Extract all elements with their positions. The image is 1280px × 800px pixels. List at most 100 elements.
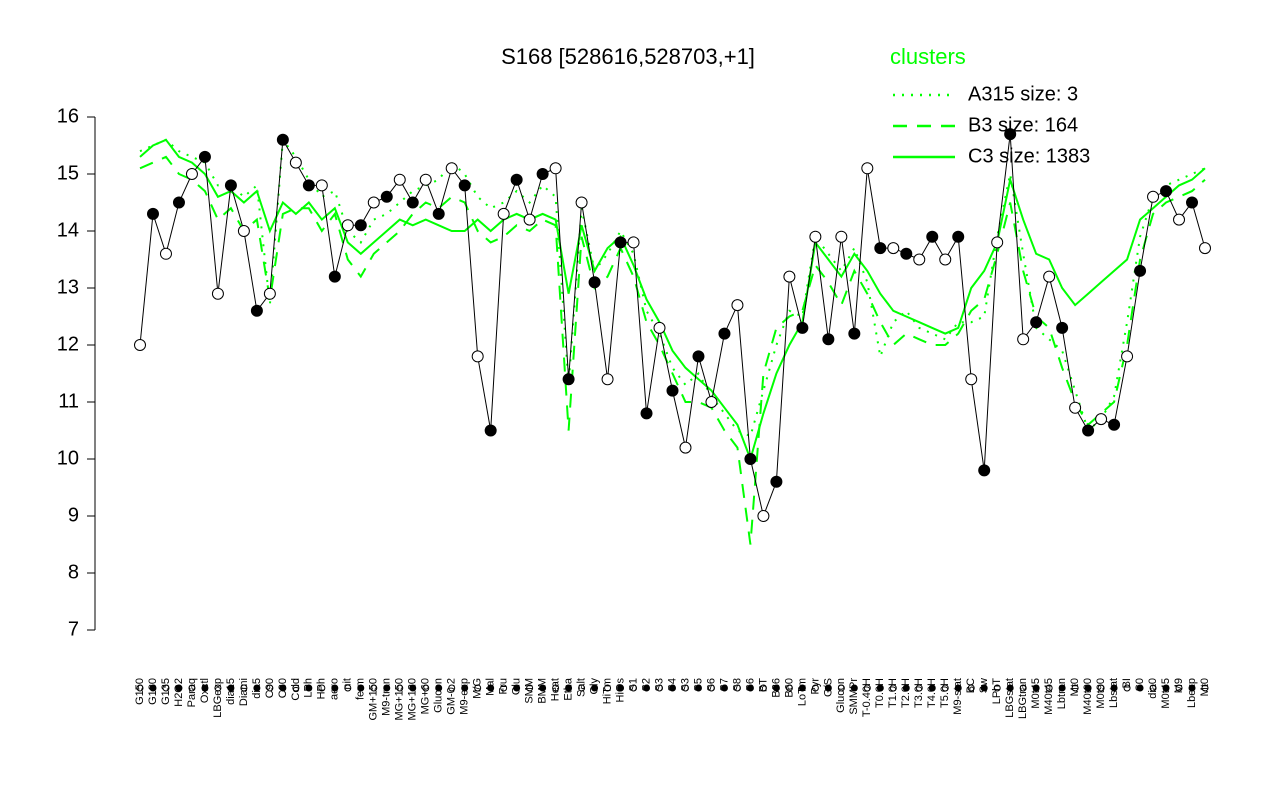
x-marker [1175, 684, 1183, 692]
y-tick-label: 8 [68, 561, 79, 583]
x-tick-label: aero [329, 678, 341, 700]
data-point [1108, 418, 1121, 431]
data-point [679, 441, 692, 454]
data-point [1004, 128, 1017, 141]
data-point [783, 270, 796, 283]
x-tick-label: M/G [472, 678, 484, 699]
data-point [315, 179, 328, 192]
x-tick-label: dia0 [1147, 678, 1159, 699]
data-point [601, 373, 614, 386]
data-point [458, 179, 471, 192]
x-tick-label: BI [1121, 678, 1133, 688]
x-tick-label: M9-tran [381, 678, 393, 716]
x-marker [941, 684, 949, 692]
data-point [224, 179, 237, 192]
x-tick-label: Lbexp [1186, 678, 1198, 708]
data-point [445, 162, 458, 175]
data-point [263, 287, 276, 300]
x-marker [513, 684, 521, 692]
x-marker [1071, 684, 1079, 692]
x-tick-label: ferm [355, 678, 367, 700]
x-tick-label: MG+150 [394, 678, 406, 721]
data-point [159, 247, 172, 260]
x-marker [630, 684, 638, 692]
x-tick-label: Mal [485, 678, 497, 696]
x-tick-label: Sw [978, 678, 990, 693]
data-point [1160, 185, 1173, 198]
x-tick-label: HiTm [601, 678, 613, 704]
x-marker [201, 684, 209, 692]
data-point [406, 196, 419, 209]
x-tick-label: BC [965, 678, 977, 693]
x-marker [292, 684, 300, 692]
x-tick-label: S8 [731, 678, 743, 691]
x-tick-label: S3 [679, 678, 691, 691]
data-point [952, 230, 965, 243]
data-point [341, 219, 354, 232]
y-tick-label: 16 [57, 105, 79, 127]
x-tick-label: M9-stat [952, 678, 964, 715]
x-marker [461, 684, 469, 692]
x-tick-label: G135 [160, 678, 172, 705]
x-tick-label: SMM [524, 678, 536, 704]
x-tick-label: S5 [692, 678, 704, 691]
data-point [1069, 401, 1082, 414]
data-point [861, 162, 874, 175]
x-marker [344, 684, 352, 692]
cluster-line [139, 155, 1206, 545]
x-marker [954, 684, 962, 692]
x-marker [850, 684, 858, 692]
x-marker [669, 684, 676, 692]
x-tick-label: Etha [563, 677, 575, 701]
x-marker [980, 684, 988, 692]
data-point [822, 333, 835, 346]
data-point [432, 207, 445, 220]
x-tick-label: dia15 [225, 678, 237, 705]
data-point [1095, 413, 1108, 426]
x-marker [967, 684, 975, 692]
x-marker [785, 684, 793, 692]
x-tick-label: BMM [537, 678, 549, 704]
x-tick-label: G/S [822, 678, 834, 697]
legend-title: clusters [890, 44, 966, 69]
x-marker [422, 684, 430, 692]
data-point [991, 236, 1004, 249]
data-point [1030, 316, 1043, 329]
data-point [1017, 333, 1030, 346]
x-tick-label: LPh [303, 678, 315, 698]
x-marker [357, 684, 365, 692]
x-marker [656, 684, 664, 692]
x-tick-label: Glucon [433, 678, 445, 713]
data-point [536, 168, 549, 180]
data-point [1134, 264, 1147, 277]
x-tick-label: S3 [653, 678, 665, 691]
x-marker [253, 684, 261, 692]
data-point [692, 350, 705, 363]
x-marker [279, 684, 287, 692]
x-marker [214, 684, 222, 692]
x-marker [798, 684, 806, 692]
x-tick-label: M0t45 [1160, 678, 1172, 709]
x-tick-label: MG+120 [407, 678, 419, 721]
data-point [1173, 213, 1186, 226]
x-marker [759, 684, 767, 692]
x-tick-label: HPh [316, 678, 328, 699]
data-point [1186, 196, 1199, 209]
x-marker [1045, 684, 1053, 692]
data-point [302, 179, 315, 192]
x-tick-label: S7 [718, 678, 730, 691]
x-marker [591, 684, 599, 692]
data-point [367, 196, 380, 209]
x-marker [1149, 684, 1157, 692]
data-point [965, 373, 978, 386]
x-marker [889, 684, 897, 692]
x-marker [681, 684, 689, 692]
y-tick-label: 11 [58, 390, 79, 412]
x-marker [1110, 684, 1118, 692]
x-tick-label: Fru [498, 678, 510, 695]
x-tick-label: T3.0H [913, 678, 925, 708]
legend-label: C3 size: 1383 [968, 145, 1090, 167]
x-marker [1058, 684, 1066, 692]
x-tick-label: T2.0H [900, 678, 912, 708]
x-tick-label: MG+60 [420, 678, 432, 714]
